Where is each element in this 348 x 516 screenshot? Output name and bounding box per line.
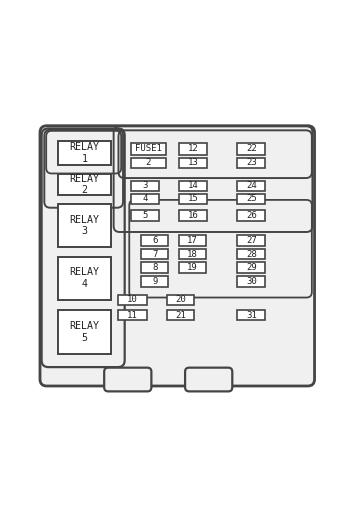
Bar <box>237 277 266 287</box>
Bar <box>58 174 111 195</box>
Text: FUSE1: FUSE1 <box>135 144 161 153</box>
Text: 10: 10 <box>127 296 138 304</box>
FancyBboxPatch shape <box>40 126 315 386</box>
Text: 2: 2 <box>145 158 151 168</box>
Bar <box>179 235 206 246</box>
Bar <box>58 256 111 300</box>
Bar <box>237 235 266 246</box>
Text: 21: 21 <box>175 311 186 320</box>
Text: 28: 28 <box>246 250 257 259</box>
Text: 5: 5 <box>142 211 148 220</box>
Bar <box>237 249 266 259</box>
FancyBboxPatch shape <box>185 368 232 391</box>
Bar <box>179 211 207 221</box>
Bar <box>237 211 266 221</box>
Text: 13: 13 <box>188 158 199 168</box>
Bar <box>237 310 266 320</box>
Text: 20: 20 <box>175 296 186 304</box>
Bar <box>237 263 266 273</box>
FancyBboxPatch shape <box>104 368 151 391</box>
Text: 12: 12 <box>188 144 199 153</box>
Bar <box>237 181 266 191</box>
Text: 23: 23 <box>246 158 257 168</box>
Text: 8: 8 <box>152 263 158 272</box>
Text: 4: 4 <box>142 195 148 203</box>
Bar <box>118 295 147 305</box>
Text: 27: 27 <box>246 236 257 245</box>
Bar <box>237 194 266 204</box>
Text: 26: 26 <box>246 211 257 220</box>
Bar <box>167 310 194 320</box>
Bar <box>141 235 168 246</box>
Text: 11: 11 <box>127 311 138 320</box>
Bar <box>179 249 206 259</box>
Bar <box>179 263 206 273</box>
Text: 25: 25 <box>246 195 257 203</box>
Bar <box>130 181 159 191</box>
Text: 30: 30 <box>246 277 257 286</box>
Bar <box>130 211 159 221</box>
Text: RELAY
2: RELAY 2 <box>70 173 100 195</box>
Bar <box>179 194 207 204</box>
Text: 15: 15 <box>188 195 199 203</box>
Text: RELAY
1: RELAY 1 <box>70 142 100 164</box>
Bar <box>130 143 166 155</box>
Bar <box>58 140 111 165</box>
Bar <box>58 204 111 247</box>
Text: 16: 16 <box>188 211 199 220</box>
Bar <box>237 158 266 168</box>
Bar <box>130 158 166 168</box>
Text: 6: 6 <box>152 236 158 245</box>
Text: 7: 7 <box>152 250 158 259</box>
Bar <box>141 277 168 287</box>
Bar <box>118 310 147 320</box>
Bar <box>130 194 159 204</box>
Text: 9: 9 <box>152 277 158 286</box>
Text: RELAY
4: RELAY 4 <box>70 267 100 289</box>
Text: 22: 22 <box>246 144 257 153</box>
Bar <box>167 295 194 305</box>
Text: 31: 31 <box>246 311 257 320</box>
Bar <box>179 181 207 191</box>
Text: RELAY
3: RELAY 3 <box>70 215 100 236</box>
Bar <box>141 249 168 259</box>
Bar <box>179 158 207 168</box>
Text: 19: 19 <box>187 263 198 272</box>
Bar <box>179 143 207 155</box>
Text: RELAY
5: RELAY 5 <box>70 321 100 343</box>
Text: 24: 24 <box>246 181 257 190</box>
Text: 3: 3 <box>142 181 148 190</box>
Text: 18: 18 <box>187 250 198 259</box>
Bar <box>237 143 266 155</box>
Text: 29: 29 <box>246 263 257 272</box>
Bar <box>58 311 111 353</box>
Text: 14: 14 <box>188 181 199 190</box>
Text: 17: 17 <box>187 236 198 245</box>
Bar <box>141 263 168 273</box>
